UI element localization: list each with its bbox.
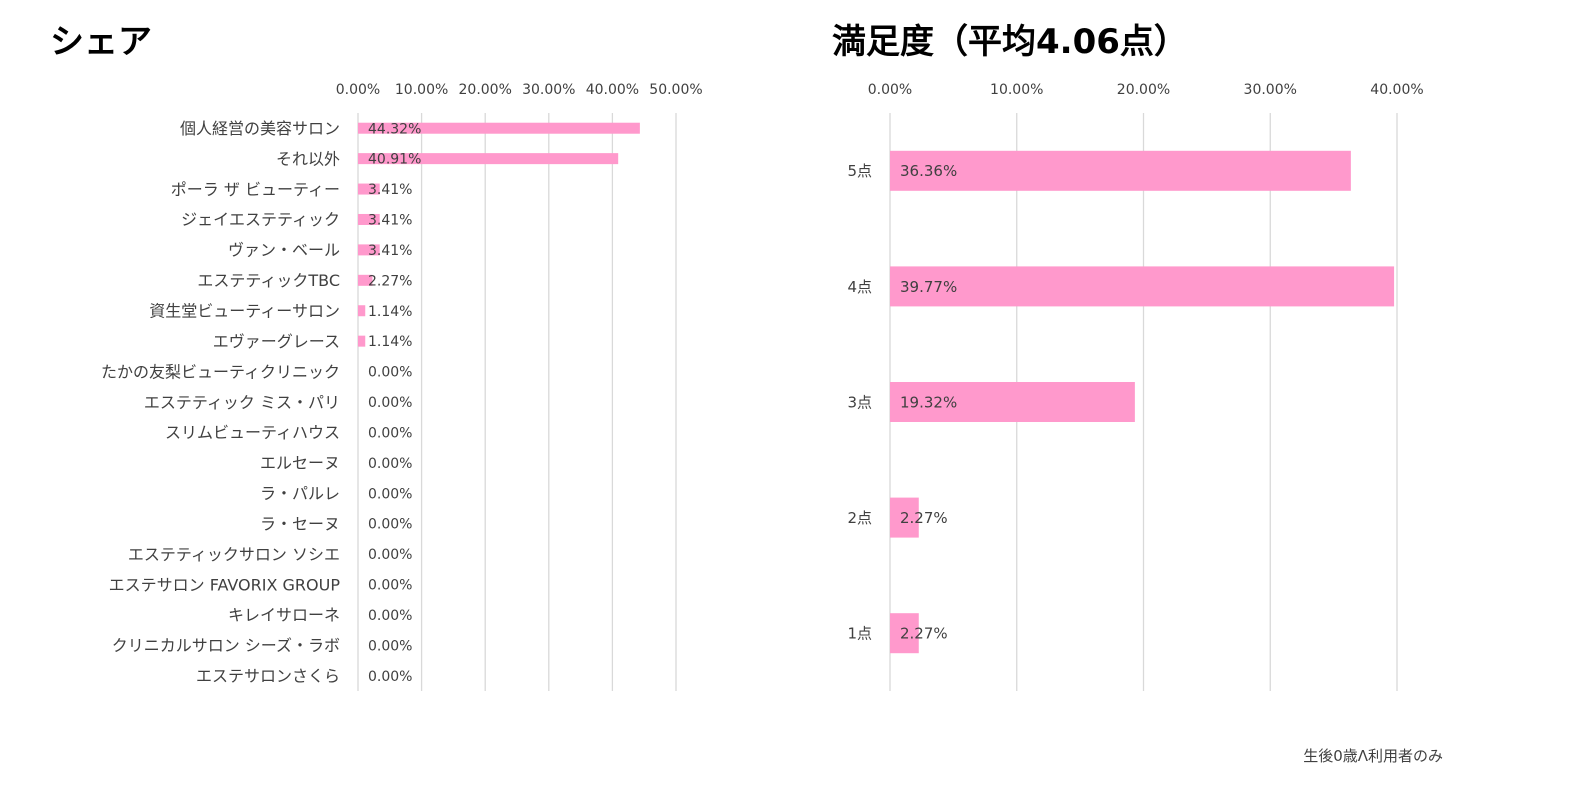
- data-label: 36.36%: [900, 162, 957, 180]
- category-label: ジェイエステティック: [181, 210, 340, 229]
- category-label: ヴァン・ベール: [228, 241, 340, 260]
- category-label: 2点: [847, 509, 872, 527]
- category-label: クリニカルサロン シーズ・ラボ: [112, 636, 340, 655]
- category-label: たかの友梨ビューティクリニック: [101, 362, 340, 381]
- x-tick-label: 20.00%: [1117, 82, 1170, 98]
- bar: [358, 335, 366, 347]
- data-label: 0.00%: [368, 608, 412, 624]
- bars: [890, 150, 1395, 654]
- x-tick-label: 0.00%: [868, 82, 912, 98]
- x-axis: 0.00% 10.00% 20.00% 30.00% 40.00%: [868, 82, 1424, 691]
- category-label: 3点: [847, 393, 872, 411]
- data-label: 1.14%: [368, 334, 412, 350]
- data-label: 3.41%: [368, 182, 412, 198]
- x-tick-label: 0.00%: [336, 82, 380, 98]
- data-label: 0.00%: [368, 486, 412, 502]
- data-label: 1.14%: [368, 304, 412, 320]
- category-label: 5点: [847, 162, 872, 180]
- bar: [890, 497, 919, 538]
- category-label: ラ・セーヌ: [260, 514, 340, 533]
- data-label: 19.32%: [900, 393, 957, 411]
- x-axis: 0.00% 10.00% 20.00% 30.00% 40.00% 50.00%: [336, 82, 703, 691]
- data-label: 0.00%: [368, 669, 412, 685]
- category-label: ラ・パルレ: [260, 484, 340, 503]
- category-label: それ以外: [276, 149, 340, 168]
- data-label: 0.00%: [368, 578, 412, 594]
- category-label: エステサロン FAVORIX GROUP: [109, 575, 341, 594]
- data-label: 44.32%: [368, 121, 421, 137]
- bar: [358, 274, 373, 286]
- footnote: 生後0歳Λ利用者のみ: [1303, 747, 1443, 765]
- bar: [358, 122, 640, 134]
- data-label: 3.41%: [368, 213, 412, 229]
- x-tick-label: 40.00%: [1370, 82, 1423, 98]
- bars: [358, 122, 640, 347]
- data-label: 0.00%: [368, 638, 412, 654]
- category-label: エステティックTBC: [197, 271, 340, 290]
- bar: [890, 150, 1351, 191]
- category-label: ポーラ ザ ビューティー: [171, 180, 340, 199]
- bar: [890, 382, 1135, 422]
- data-label: 0.00%: [368, 395, 412, 411]
- category-label: キレイサローネ: [228, 606, 340, 625]
- data-label: 3.41%: [368, 243, 412, 259]
- satisfaction-chart-title: 満足度（平均4.06点）: [832, 22, 1188, 62]
- x-tick-label: 30.00%: [522, 82, 575, 98]
- bar: [358, 153, 619, 165]
- share-chart-title: シェア: [50, 22, 152, 62]
- category-label: 1点: [847, 625, 872, 643]
- data-label: 2.27%: [900, 625, 948, 643]
- bar: [890, 613, 919, 654]
- category-label: 資生堂ビューティーサロン: [149, 301, 340, 320]
- x-tick-label: 30.00%: [1244, 82, 1297, 98]
- data-label: 0.00%: [368, 365, 412, 381]
- data-label: 40.91%: [368, 152, 421, 168]
- bar: [358, 183, 380, 195]
- category-label: エヴァーグレース: [213, 332, 340, 351]
- bar: [358, 305, 366, 317]
- x-tick-label: 20.00%: [459, 82, 512, 98]
- x-tick-label: 10.00%: [395, 82, 448, 98]
- data-label: 0.00%: [368, 456, 412, 472]
- category-label: エルセーヌ: [260, 454, 340, 473]
- x-tick-label: 40.00%: [586, 82, 639, 98]
- data-label: 0.00%: [368, 547, 412, 563]
- x-tick-label: 50.00%: [649, 82, 702, 98]
- data-label: 2.27%: [900, 509, 948, 527]
- data-label: 0.00%: [368, 425, 412, 441]
- data-label: 0.00%: [368, 517, 412, 533]
- bar: [358, 244, 380, 256]
- category-label: 4点: [847, 278, 872, 296]
- share-chart: 0.00% 10.00% 20.00% 30.00% 40.00% 50.00% 個人経営の…: [101, 82, 703, 691]
- category-label: エステサロンさくら: [196, 667, 340, 686]
- x-tick-label: 10.00%: [990, 82, 1043, 98]
- bar: [358, 213, 380, 225]
- data-label: 2.27%: [368, 273, 412, 289]
- category-label: 個人経営の美容サロン: [180, 119, 340, 138]
- category-label: エステティック ミス・パリ: [144, 393, 340, 412]
- category-label: エステティックサロン ソシエ: [128, 545, 340, 564]
- category-label: スリムビューティハウス: [165, 423, 340, 442]
- data-label: 39.77%: [900, 278, 957, 296]
- bar: [890, 266, 1395, 307]
